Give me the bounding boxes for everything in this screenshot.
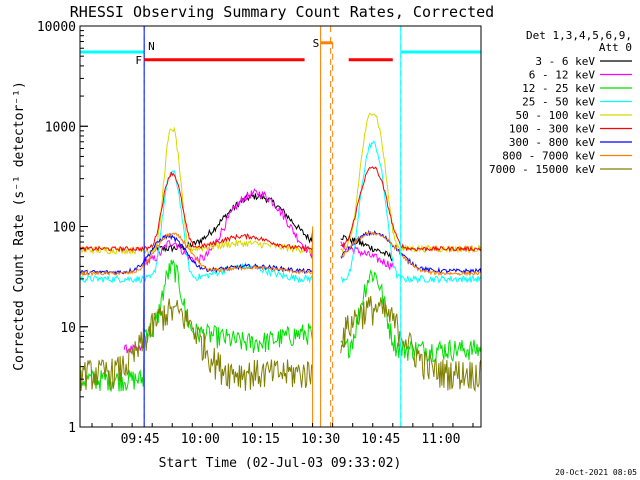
plot-frame [79, 25, 482, 428]
series-line-3 [79, 169, 314, 284]
legend-label: 7000 - 15000 keV [489, 163, 595, 176]
series-line-1 [340, 241, 394, 271]
y-axis: 1 10 100 1000 10000 [37, 20, 88, 436]
series-line-2 [111, 259, 314, 392]
legend-label: 800 - 7000 keV [502, 150, 595, 163]
x-tick-label: 09:45 [121, 432, 160, 447]
series-line-4 [340, 112, 482, 255]
chart-title: RHESSI Observing Summary Count Rates, Co… [70, 3, 494, 21]
legend-label: 6 - 12 keV [529, 69, 596, 82]
legend-label: 12 - 25 keV [522, 82, 595, 95]
series-line-6 [79, 232, 313, 276]
series-line-1 [143, 188, 314, 266]
y-tick-label: 1 [68, 421, 76, 436]
series-line-3 [340, 140, 482, 284]
x-tick-label: 10:15 [241, 432, 280, 447]
series-line-6 [340, 229, 482, 275]
series-line-7 [79, 232, 313, 277]
y-tick-label: 1000 [45, 120, 76, 135]
legend-label: 100 - 300 keV [509, 123, 595, 136]
legend-title: Det 1,3,4,5,6,9, [526, 29, 632, 42]
y-axis-label: Corrected Count Rate (s⁻¹ detector⁻¹) [12, 81, 27, 371]
x-tick-label: 11:00 [421, 432, 460, 447]
timestamp-label: 20-Oct-2021 08:05 [555, 468, 637, 477]
x-tick-label: 10:00 [181, 432, 220, 447]
series-line-4 [79, 126, 314, 256]
y-tick-label: 10000 [37, 20, 76, 35]
series-line-8 [340, 295, 482, 393]
series-line-7 [340, 231, 482, 277]
legend-label: 50 - 100 keV [516, 109, 596, 122]
legend-label: 25 - 50 keV [522, 96, 595, 109]
legend-subtitle: Att 0 [599, 41, 632, 54]
legend-label: 300 - 800 keV [509, 136, 595, 149]
x-tick-label: 10:45 [361, 432, 400, 447]
series-line-8 [79, 298, 314, 392]
night-label: N [148, 40, 155, 53]
series-line-2 [340, 269, 482, 363]
x-tick-label: 10:30 [301, 432, 340, 447]
series-line-5 [340, 166, 482, 253]
saa-label: S [313, 37, 320, 50]
series-line-1 [123, 260, 145, 354]
legend-label: 3 - 6 keV [535, 55, 595, 68]
x-axis-label: Start Time (02-Jul-03 09:33:02) [159, 456, 402, 471]
y-tick-label: 100 [53, 221, 76, 236]
plot-area: NF S [79, 26, 482, 427]
series-line-5 [79, 171, 313, 253]
flare-label: F [135, 54, 142, 67]
x-axis: 09:45 10:00 10:15 10:30 10:45 11:00 [91, 423, 474, 447]
y-tick-label: 10 [60, 321, 76, 336]
